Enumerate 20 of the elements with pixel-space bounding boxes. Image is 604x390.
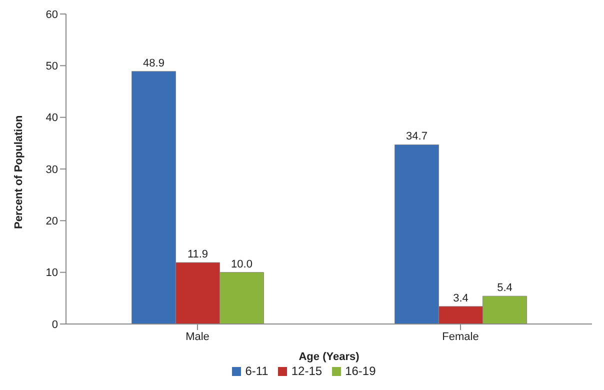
y-tick-label: 20 xyxy=(46,216,58,228)
x-tick-label: Male xyxy=(186,330,210,343)
y-tick-label: 50 xyxy=(46,60,58,73)
legend-label: 16-19 xyxy=(345,364,376,378)
data-label: 48.9 xyxy=(143,57,164,70)
data-label: 11.9 xyxy=(187,248,208,261)
legend-label: 6-11 xyxy=(245,364,268,378)
y-tick-label: 0 xyxy=(52,318,58,331)
data-label: 3.4 xyxy=(453,292,468,304)
data-label: 10.0 xyxy=(231,258,252,270)
y-tick-label: 30 xyxy=(46,164,58,176)
legend-label: 12-15 xyxy=(291,364,322,378)
x-axis-title: Age (Years) xyxy=(298,351,360,363)
y-tick-label: 40 xyxy=(46,112,58,124)
x-tick-label: Female xyxy=(442,330,479,343)
data-label: 5.4 xyxy=(497,282,512,294)
y-tick-label: 10 xyxy=(46,267,58,280)
data-label: 34.7 xyxy=(406,130,428,143)
y-axis-title: Percent of Population xyxy=(12,115,25,229)
y-tick-label: 60 xyxy=(46,8,58,21)
